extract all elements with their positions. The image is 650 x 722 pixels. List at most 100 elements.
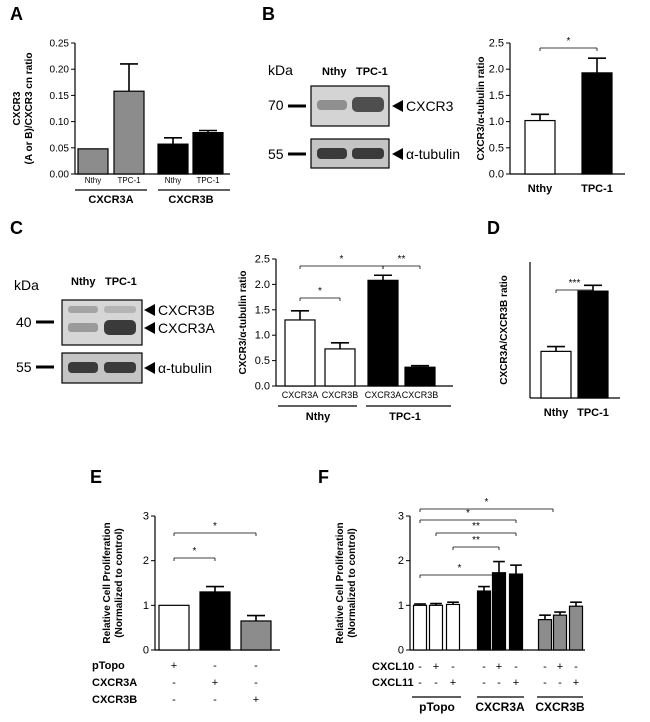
chart-a-tick-label: 0.25 (50, 39, 70, 50)
chart-c-bar (324, 348, 356, 387)
chart-b-tick-label: 2.5 (489, 38, 504, 50)
chart-f-bar (491, 572, 507, 651)
chart-e-sig-label: * (193, 546, 197, 557)
chart-f-table-sign: - (543, 661, 547, 673)
chart-f-sig-label: * (458, 563, 462, 574)
blot-c-lane-tpc1: TPC-1 (105, 276, 137, 288)
chart-c-group-label: Nthy (306, 411, 331, 423)
blot-b-marker-55: 55 (268, 146, 284, 162)
chart-f-table-sign: - (434, 677, 438, 689)
chart-e-tick-label: 2 (143, 555, 149, 567)
chart-f-table-sign: + (557, 661, 563, 673)
chart-c-sig-label: * (340, 254, 344, 265)
chart-e-y-label: Relative Cell Proliferation(Normalized t… (102, 522, 125, 643)
chart-b-tick-label: 1.5 (489, 90, 504, 102)
chart-b-category-label: Nthy (528, 183, 553, 195)
blot-c-cxcr3a-label: CXCR3A (158, 320, 215, 336)
chart-b-bar (524, 119, 556, 175)
chart-f-bar (412, 604, 428, 651)
chart-e-table-sign: - (213, 660, 217, 672)
chart-a-bar (157, 143, 189, 175)
chart-f-table-row-label: CXCL10 (372, 661, 414, 673)
chart-f-sig-label: ** (472, 521, 480, 532)
chart-f-table-sign: + (513, 677, 519, 689)
chart-c-category-label: CXCR3A (365, 390, 402, 400)
chart-c-bar (367, 279, 399, 387)
chart-f-table-sign: - (558, 677, 562, 689)
chart-f-table-sign: - (574, 661, 578, 673)
blot-c-cxcr3b-label: CXCR3B (158, 302, 215, 318)
blot-c-marker-40: 40 (16, 314, 32, 330)
chart-a-group-label: CXCR3B (168, 194, 213, 206)
chart-f-sig-label: ** (472, 535, 480, 546)
chart-e: 0 1 2 3 Relative Cell Proliferation(Normaliz… (92, 511, 280, 706)
chart-f-table-sign: - (451, 661, 455, 673)
chart-a-category-label: TPC-1 (117, 176, 141, 185)
chart-a-tick-label: 0.20 (50, 65, 70, 76)
chart-e-table-sign: + (171, 660, 177, 672)
chart-e-bar (199, 591, 231, 651)
chart-d: CXCR3A/CXCR3B ratio Nthy TPC-1 *** (499, 262, 620, 419)
chart-a-category-label: TPC-1 (196, 176, 220, 185)
chart-a: 0.00 0.05 0.10 0.15 0.20 0.25 CXCR3(A or B)/CX… (12, 39, 230, 206)
blot-b-marker-70: 70 (268, 97, 284, 113)
chart-f-table-sign: + (573, 677, 579, 689)
western-blot-c: kDa Nthy TPC-1 40 55 CXCR3B CXCR3A α-tub… (14, 276, 215, 384)
chart-f-bar (537, 619, 553, 651)
panel-label-f: F (318, 467, 329, 487)
chart-e-table-row-label: pTopo (92, 660, 125, 672)
chart-f-table-sign: - (543, 677, 547, 689)
chart-a-group-label: CXCR3A (88, 194, 133, 206)
chart-a-bar (113, 90, 145, 175)
blot-c-kda-label: kDa (14, 277, 39, 293)
chart-c-sig-label: * (318, 286, 322, 297)
chart-f-table-sign: + (433, 661, 439, 673)
chart-f-bar (445, 603, 461, 651)
chart-f-tick-label: 1 (398, 600, 404, 612)
chart-f-bar (476, 590, 492, 651)
chart-f-table-sign: + (496, 661, 502, 673)
chart-e-table-sign: - (254, 677, 258, 689)
panel-label-c: C (10, 218, 23, 238)
blot-b-kda-label: kDa (268, 62, 293, 78)
chart-e-bar (240, 620, 272, 651)
chart-c-y-label: CXCR3/α-tubulin ratio (238, 271, 249, 375)
chart-b-tick-label: 2.0 (489, 64, 504, 76)
chart-b-tick-label: 1.0 (489, 116, 504, 128)
chart-a-tick-label: 0.05 (50, 143, 70, 154)
chart-c-sig-label: ** (398, 254, 406, 265)
chart-a-bar (77, 148, 109, 175)
chart-f-group-label: CXCR3A (475, 700, 525, 714)
chart-c-bar (404, 366, 436, 387)
panel-label-d: D (487, 218, 500, 238)
chart-e-tick-label: 1 (143, 600, 149, 612)
chart-f-table-sign: - (514, 661, 518, 673)
chart-f-table-sign: - (497, 677, 501, 689)
chart-f-bar (552, 614, 568, 651)
chart-f-sig-label: * (485, 497, 489, 508)
chart-a-y-label: CXCR3(A or B)/CXCR3 cn ratio (12, 53, 35, 165)
chart-f-table-sign: - (418, 677, 422, 689)
chart-c-tick-label: 1.5 (255, 304, 270, 316)
chart-c-group-label: TPC-1 (389, 411, 421, 423)
chart-f-table-sign: + (450, 677, 456, 689)
chart-d-category-label: TPC-1 (577, 407, 609, 419)
chart-c-category-label: CXCR3B (402, 390, 439, 400)
chart-f-group-label: CXCR3B (535, 700, 585, 714)
chart-e-table-sign: - (172, 694, 176, 706)
chart-e-table-sign: + (212, 677, 218, 689)
chart-f-bar (508, 573, 524, 651)
chart-a-tick-label: 0.15 (50, 91, 70, 102)
chart-b-tick-label: 0.0 (489, 169, 504, 181)
chart-b-bar (581, 72, 613, 175)
chart-b-y-label: CXCR3/α-tubulin ratio (476, 57, 487, 161)
chart-e-tick-label: 3 (143, 511, 149, 523)
chart-c-tick-label: 2.5 (255, 254, 270, 266)
chart-c-bar (284, 319, 316, 387)
chart-f-table-sign: - (482, 677, 486, 689)
chart-b-tick-label: 0.5 (489, 142, 504, 154)
western-blot-b: kDa Nthy TPC-1 70 55 CXCR3 α-tubulin (268, 62, 460, 169)
panel-label-a: A (10, 4, 23, 24)
